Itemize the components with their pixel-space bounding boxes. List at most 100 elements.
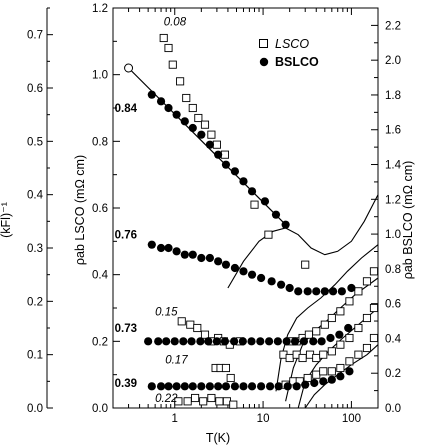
x-axis-label: T(K): [206, 431, 230, 445]
y-right-tick-label: 1.4: [385, 160, 402, 172]
bslco-point: [281, 220, 290, 229]
bslco-point: [204, 337, 213, 346]
legend: LSCO BSLCO: [259, 37, 319, 69]
lsco-point: [362, 277, 372, 286]
lsco-point: [369, 303, 379, 313]
bslco-point: [257, 273, 266, 283]
bslco-point: [239, 177, 248, 186]
bslco-point: [147, 382, 156, 391]
lsco-point: [176, 77, 185, 86]
bslco-point: [247, 187, 257, 196]
bslco-point: [257, 382, 266, 391]
y-far-left-tick-label: 0.0: [27, 403, 43, 415]
bslco-point: [172, 247, 181, 256]
bslco-point: [188, 382, 197, 391]
bslco-point: [196, 337, 205, 346]
legend-marker-lsco: [259, 39, 268, 48]
lsco-point: [319, 367, 328, 376]
lsco-point: [362, 313, 372, 323]
bslco-point: [277, 280, 286, 289]
y-far-left-tick-label: 0.1: [27, 350, 43, 362]
y-right-tick-label: 1.6: [385, 125, 401, 137]
bslco-point: [214, 257, 223, 266]
bslco-point: [197, 382, 206, 391]
bslco-point: [180, 382, 189, 391]
lsco-point: [285, 353, 294, 363]
bslco-point: [179, 337, 188, 346]
bslco-point: [144, 337, 153, 346]
lsco-point: [193, 323, 202, 333]
y-axis-right-label: ρab BSLCO (mΩ cm): [401, 161, 415, 280]
legend-marker-bslco: [259, 57, 269, 67]
bslco-point: [271, 210, 281, 219]
bslco-point: [164, 243, 173, 253]
curve-0: [227, 194, 379, 289]
bslco-point: [170, 337, 179, 346]
bslco-point: [310, 378, 319, 388]
bslco-point: [205, 253, 214, 263]
bslco-point: [260, 197, 270, 206]
lsco-point: [336, 307, 345, 316]
lsco-point: [226, 373, 235, 383]
y-far-left-tick-label: 0.3: [27, 243, 43, 255]
lsco-point: [200, 120, 210, 129]
annotation-label: 0.08: [164, 16, 187, 28]
lsco-point: [174, 397, 183, 406]
bslco-point: [147, 240, 156, 249]
bslco-point: [187, 337, 196, 346]
bslco-point: [345, 367, 354, 376]
lsco-point: [183, 397, 192, 406]
y-right-tick-label: 0.6: [385, 299, 401, 311]
bslco-point: [156, 382, 166, 391]
y-left-tick-label: 0.4: [92, 270, 109, 282]
bslco-point: [164, 382, 173, 391]
bslco-point: [327, 375, 336, 384]
lsco-point: [298, 353, 307, 363]
bslco-point: [221, 260, 231, 269]
bslco-point: [336, 372, 345, 381]
lsco-point: [369, 267, 379, 276]
y-far-left-tick-label: 0.2: [27, 296, 43, 308]
bslco-point: [264, 337, 274, 346]
lsco-point: [327, 367, 336, 376]
bslco-point: [230, 263, 240, 273]
lsco-point: [182, 93, 191, 103]
lsco-point: [215, 397, 224, 406]
bslco-point: [347, 283, 356, 293]
bslco-point: [156, 97, 166, 106]
y-axis-far-left-label: (kFl)⁻¹: [0, 202, 13, 238]
bslco-point: [285, 283, 294, 293]
bslco-point: [180, 117, 189, 126]
bslco-point: [214, 150, 223, 159]
annotation-label: 0.84: [115, 103, 138, 115]
lsco-point: [345, 357, 354, 366]
bslco-point: [247, 337, 256, 346]
bslco-point: [317, 337, 326, 346]
lsco-point: [327, 347, 336, 356]
bslco-point: [205, 382, 214, 391]
bslco-point: [230, 167, 240, 176]
fit-line-endpoint-marker: [124, 63, 134, 73]
x-tick-label: 10: [257, 413, 270, 425]
lsco-point: [220, 150, 229, 159]
annotation-label: 0.22: [155, 393, 178, 405]
lsco-point: [345, 333, 354, 343]
bslco-point: [230, 337, 239, 346]
bslco-point: [335, 330, 344, 339]
bslco-point: [301, 380, 310, 389]
lsco-point: [303, 373, 312, 383]
y-left-tick-label: 0.8: [92, 136, 108, 148]
bslco-point: [303, 287, 312, 296]
bslco-point: [172, 110, 181, 119]
y-left-tick-label: 1.0: [92, 70, 108, 82]
y-far-left-tick-label: 0.6: [27, 83, 43, 95]
bslco-point: [283, 382, 292, 391]
bslco-point: [256, 337, 265, 346]
lsco-point: [164, 43, 173, 53]
bslco-point: [273, 337, 282, 346]
lsco-point: [221, 363, 231, 373]
lsco-point: [194, 113, 203, 123]
lsco-point: [212, 140, 221, 149]
bslco-point: [294, 287, 303, 296]
